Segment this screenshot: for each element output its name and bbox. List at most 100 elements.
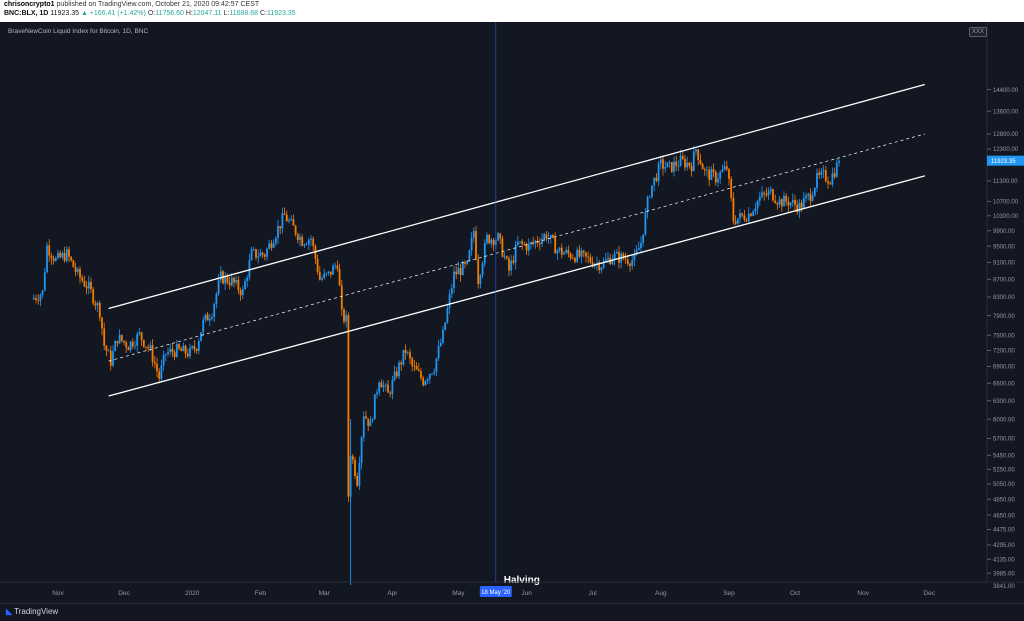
- candle-body: [318, 271, 321, 280]
- candle-body: [596, 262, 598, 264]
- candle-body: [90, 281, 92, 290]
- brand-label: TradingView: [14, 607, 59, 616]
- candle-body: [637, 248, 640, 251]
- candle-body: [160, 365, 163, 379]
- candle-body: [681, 155, 684, 159]
- candle-body: [114, 340, 117, 352]
- y-tick-label: 6000.00: [993, 417, 1015, 423]
- candle-body: [796, 204, 799, 213]
- candle-body: [567, 249, 570, 254]
- candle-body: [307, 239, 310, 245]
- candle-body: [664, 167, 667, 169]
- candle-body: [219, 271, 222, 281]
- tradingview-logo[interactable]: ◣ TradingView: [6, 607, 58, 616]
- candle-body: [120, 334, 123, 341]
- candle-body: [136, 334, 139, 346]
- price-chart[interactable]: BraveNewCoin Liquid Index for Bitcoin, 1…: [0, 22, 1024, 603]
- candle-body: [739, 213, 741, 219]
- candle-body: [525, 244, 528, 251]
- candle-body: [158, 371, 161, 379]
- candle-body: [809, 193, 812, 201]
- candle-body: [312, 238, 315, 246]
- candle-body: [655, 177, 658, 181]
- y-tick-label: 10700.00: [993, 200, 1019, 206]
- candle-body: [607, 257, 609, 260]
- candle-body: [74, 267, 77, 272]
- x-tick-label: Apr: [387, 590, 398, 597]
- y-tick-label: 4135.00: [993, 557, 1015, 563]
- candle-body: [591, 262, 594, 267]
- low-label: L:: [223, 10, 230, 17]
- candle-body: [233, 277, 235, 283]
- price-axis[interactable]: 14400.00 13600.00 12800.00 12300.00 11300.00…: [987, 88, 1024, 590]
- candle-body: [323, 273, 326, 279]
- candle-body: [662, 159, 664, 169]
- candle-body: [338, 268, 341, 286]
- candle-body: [439, 342, 442, 347]
- candle-body: [538, 243, 541, 245]
- candle-body: [147, 346, 150, 349]
- candle-body: [457, 268, 460, 275]
- x-tick-label: Aug: [655, 590, 667, 597]
- candle-body: [512, 260, 515, 263]
- candle-body: [189, 347, 191, 357]
- candle-body: [800, 202, 803, 208]
- x-tick-label: Dec: [923, 590, 935, 597]
- candle-body: [545, 234, 548, 239]
- publisher-name[interactable]: chrisoncrypto1: [4, 1, 55, 8]
- candle-body: [239, 290, 242, 296]
- candle-body: [785, 195, 788, 202]
- candle-body: [433, 371, 436, 374]
- candle-body: [327, 271, 330, 274]
- candle-body: [65, 249, 68, 261]
- candle-body: [492, 239, 495, 245]
- candle-body: [481, 263, 484, 276]
- candle-body: [246, 277, 249, 282]
- candle-body: [622, 253, 625, 259]
- candle-body: [554, 237, 557, 254]
- candle-body: [94, 303, 97, 306]
- candle-body: [244, 281, 246, 290]
- candle-body: [450, 288, 453, 295]
- candle-body: [411, 358, 414, 366]
- time-axis[interactable]: Nov Dec 2020 Feb Mar Apr May Jun Jul Aug Sep Oct Nov…: [52, 590, 936, 597]
- candle-body: [202, 319, 205, 333]
- candle-body: [629, 263, 631, 266]
- candle-body: [186, 353, 189, 357]
- regression-channel[interactable]: [108, 83, 925, 397]
- candle-body: [585, 252, 587, 257]
- candle-body: [37, 299, 40, 301]
- candle-body: [750, 213, 752, 216]
- x-tick-label: Sep: [723, 590, 735, 597]
- candle-body: [393, 371, 396, 380]
- candle-body: [237, 279, 240, 291]
- candle-body: [167, 351, 169, 354]
- candle-body: [292, 219, 295, 226]
- ohlc-line: BNC:BLX, 1D 11923.35 ▲ +166.41 (+1.42%) …: [4, 10, 296, 17]
- expand-icon[interactable]: XXX: [969, 27, 987, 37]
- candle-body: [360, 437, 363, 464]
- y-tick-label: 4850.00: [993, 497, 1015, 503]
- candle-body: [633, 254, 636, 261]
- footer: ◣ TradingView: [0, 603, 1024, 621]
- candle-body: [138, 332, 141, 335]
- candle-body: [631, 260, 634, 266]
- candle-body: [354, 459, 356, 477]
- candle-body: [488, 234, 491, 244]
- candle-body: [296, 234, 299, 240]
- candle-body: [569, 253, 572, 259]
- candle-body: [149, 345, 152, 349]
- candle-body: [406, 352, 409, 354]
- candle-body: [52, 258, 55, 261]
- candle-body: [811, 195, 814, 201]
- candle-body: [266, 248, 268, 257]
- candle-body: [642, 234, 645, 243]
- candle-body: [81, 277, 84, 281]
- candle-body: [343, 309, 345, 322]
- y-tick-label: 5700.00: [993, 437, 1015, 443]
- candle-body: [57, 252, 59, 259]
- y-tick-label: 14400.00: [993, 88, 1019, 94]
- candle-body: [426, 379, 429, 382]
- candle-body: [600, 267, 603, 271]
- candle-body: [325, 273, 328, 274]
